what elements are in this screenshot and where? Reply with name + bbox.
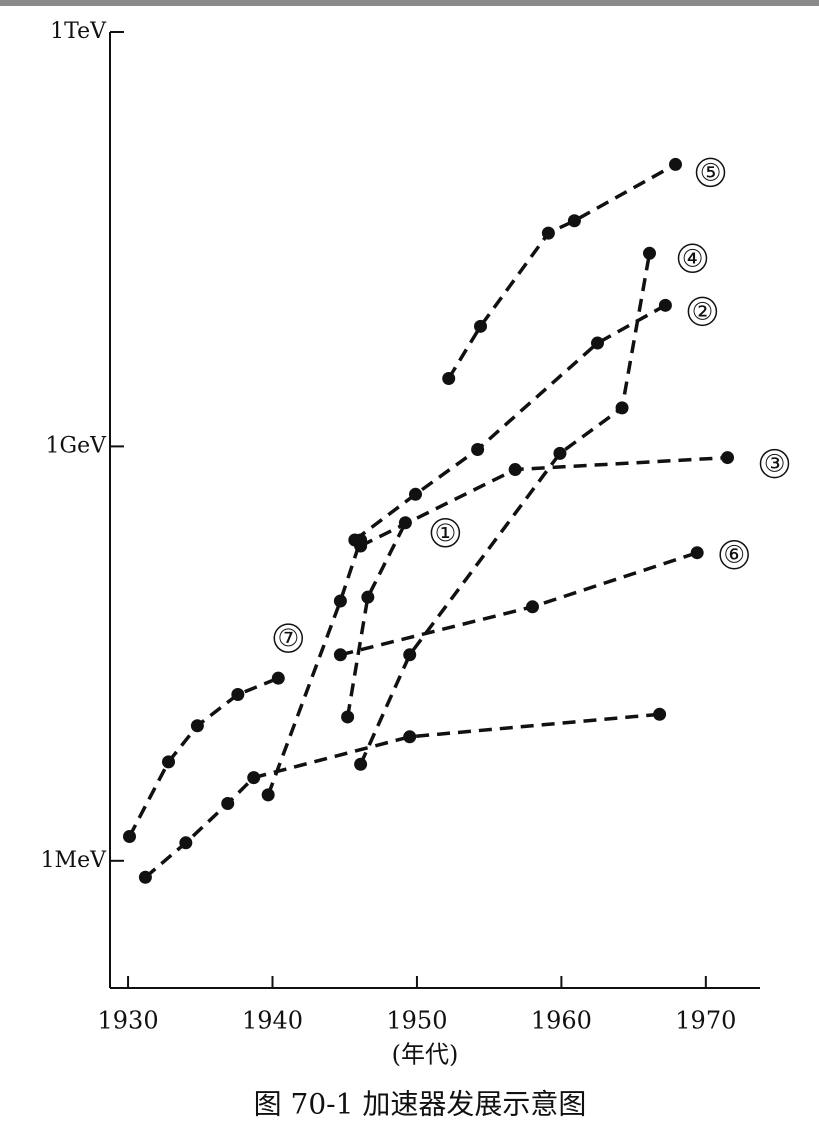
series-line xyxy=(339,551,698,657)
data-point xyxy=(658,298,672,312)
data-point xyxy=(471,442,485,456)
legend-ring xyxy=(687,296,718,327)
data-point xyxy=(508,463,522,477)
x-tick-label: 1960 xyxy=(531,1007,592,1035)
series-line xyxy=(353,303,667,542)
data-point xyxy=(553,446,567,460)
data-point xyxy=(643,246,656,260)
legend-ring xyxy=(759,448,790,479)
data-point xyxy=(271,671,285,685)
series-line xyxy=(359,252,652,766)
series-line xyxy=(144,712,660,879)
data-point xyxy=(333,648,347,662)
y-tick-label: 1GeV xyxy=(46,433,108,458)
data-point xyxy=(541,226,555,240)
series-label: ② xyxy=(692,297,714,325)
data-point xyxy=(403,730,417,744)
top-bar xyxy=(0,0,819,6)
legend-ring xyxy=(273,623,304,653)
series-label: ⑤ xyxy=(700,158,722,186)
data-point xyxy=(162,755,175,769)
series-line xyxy=(359,455,728,548)
x-tick-label: 1930 xyxy=(98,1007,159,1035)
series-label: ④ xyxy=(682,244,704,272)
chart-title: 图 70-1 加速器发展示意图 xyxy=(254,1088,587,1121)
data-point xyxy=(261,788,275,802)
data-point xyxy=(591,336,604,350)
data-point xyxy=(354,533,368,547)
data-point xyxy=(409,487,422,501)
series-label: ⑥ xyxy=(723,541,745,569)
data-point xyxy=(442,372,456,386)
series-label: ⑦ xyxy=(278,624,300,652)
data-point xyxy=(526,600,539,614)
series-line xyxy=(266,539,363,796)
x-tick-label: 1940 xyxy=(242,1007,303,1035)
data-point xyxy=(615,401,629,415)
data-point xyxy=(247,771,261,785)
x-tick-label: 1970 xyxy=(675,1007,736,1035)
data-point xyxy=(354,757,368,771)
data-point xyxy=(123,829,136,843)
data-point xyxy=(190,719,204,733)
y-tick-label: 1TeV xyxy=(50,19,107,44)
data-point xyxy=(721,451,734,465)
x-tick-label: 1950 xyxy=(386,1007,447,1035)
data-point xyxy=(138,870,152,884)
data-point xyxy=(474,319,487,333)
data-point xyxy=(179,836,193,850)
series-label: ③ xyxy=(764,450,786,478)
series-line xyxy=(345,522,407,718)
data-point xyxy=(690,546,704,560)
series-line xyxy=(127,676,279,838)
series-line xyxy=(447,162,677,380)
data-point xyxy=(669,157,682,171)
legend-ring xyxy=(695,157,726,188)
data-point xyxy=(221,796,235,810)
x-axis-label: (年代) xyxy=(392,1041,459,1069)
legend-ring xyxy=(430,518,461,548)
data-point xyxy=(333,594,347,608)
data-point xyxy=(341,710,355,724)
series-label: ① xyxy=(435,519,457,547)
legend-ring xyxy=(677,243,708,274)
y-tick-label: 1MeV xyxy=(41,848,108,873)
legend-ring xyxy=(719,539,749,570)
data-point xyxy=(361,590,375,604)
data-point xyxy=(231,687,245,701)
data-point xyxy=(403,648,417,662)
data-point xyxy=(567,214,581,228)
data-point xyxy=(653,707,667,721)
